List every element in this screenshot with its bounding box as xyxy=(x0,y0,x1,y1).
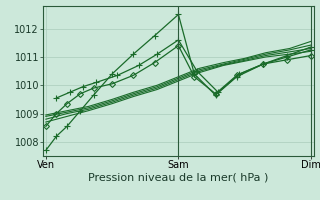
X-axis label: Pression niveau de la mer( hPa ): Pression niveau de la mer( hPa ) xyxy=(88,173,268,183)
